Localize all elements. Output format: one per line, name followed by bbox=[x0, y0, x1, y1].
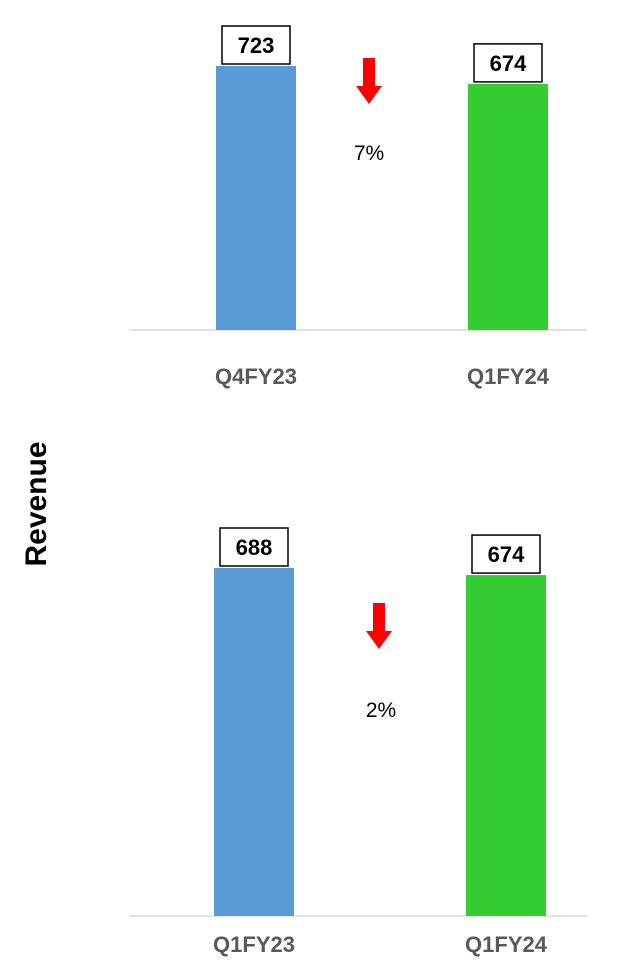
bar-q1fy23 bbox=[214, 568, 294, 916]
category-label-q1fy23: Q1FY23 bbox=[213, 932, 295, 957]
bar-q1fy24 bbox=[466, 575, 546, 916]
category-label-q4fy23: Q4FY23 bbox=[215, 364, 297, 389]
change-percent-label: 2% bbox=[366, 699, 396, 722]
change-percent-label: 7% bbox=[354, 142, 384, 165]
category-label-q1fy24: Q1FY24 bbox=[467, 364, 550, 389]
bar-q1fy24 bbox=[468, 83, 548, 330]
down-arrow-icon bbox=[366, 603, 392, 649]
y-axis-label: Revenue bbox=[20, 441, 53, 566]
data-label-box-q1fy24 bbox=[471, 534, 541, 574]
bar-q4fy23 bbox=[216, 66, 296, 330]
data-label-q1fy24: 674 bbox=[488, 542, 525, 567]
chart-q4fy23-vs-q1fy24: 723 Q4FY23 674 Q1FY24 7% bbox=[129, 25, 587, 389]
data-label-q4fy23: 723 bbox=[238, 33, 275, 58]
data-label-box-q1fy23 bbox=[219, 527, 289, 567]
category-label-q1fy24: Q1FY24 bbox=[465, 932, 548, 957]
data-label-q1fy24: 674 bbox=[490, 51, 527, 76]
down-arrow-icon bbox=[356, 58, 382, 104]
data-label-box-q1fy24 bbox=[473, 43, 543, 83]
chart-q1fy23-vs-q1fy24: 688 Q1FY23 674 Q1FY24 2% bbox=[129, 527, 587, 957]
data-label-q1fy23: 688 bbox=[236, 535, 273, 560]
data-label-box-q4fy23 bbox=[221, 25, 291, 65]
